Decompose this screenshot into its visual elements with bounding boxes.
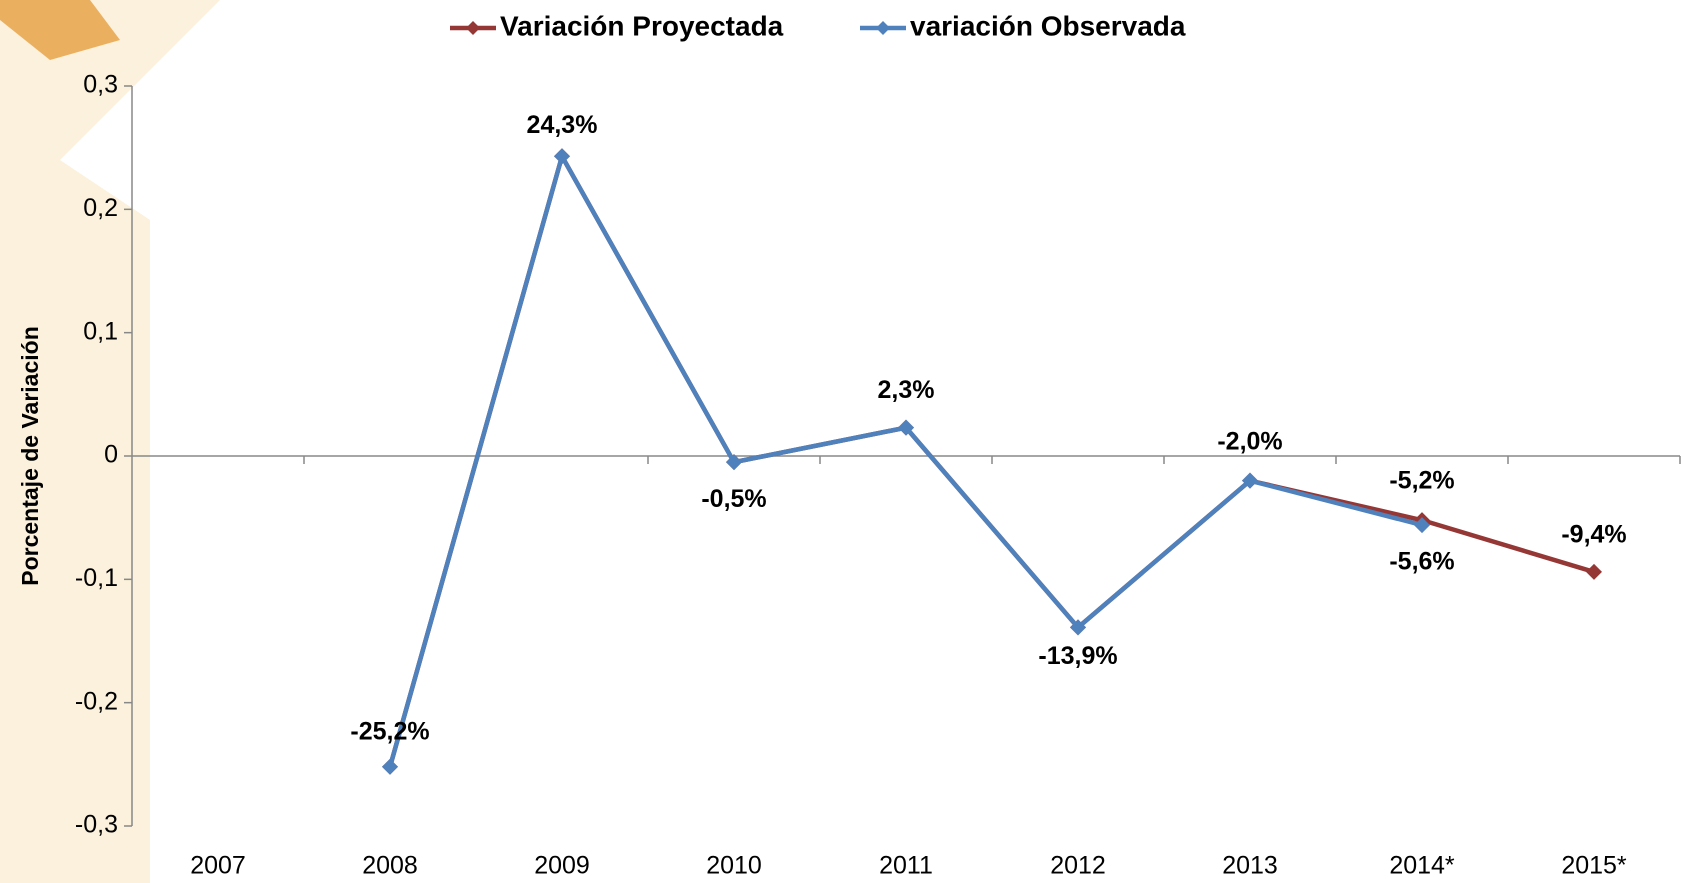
data-label: -9,4% xyxy=(1561,521,1626,549)
x-tick-label: 2008 xyxy=(362,852,418,880)
data-label: -5,6% xyxy=(1389,548,1454,576)
data-label: 24,3% xyxy=(527,111,598,139)
marker xyxy=(382,759,398,775)
y-axis-label: Porcentaje de Variación xyxy=(17,326,43,586)
y-tick-label: 0,1 xyxy=(83,317,118,345)
marker xyxy=(1586,564,1602,580)
data-label: -25,2% xyxy=(350,717,429,745)
y-tick-label: 0,2 xyxy=(83,194,118,222)
legend-marker xyxy=(466,21,480,35)
y-tick-label: -0,3 xyxy=(75,811,118,839)
x-tick-label: 2014* xyxy=(1389,852,1455,880)
x-tick-label: 2011 xyxy=(879,852,933,880)
data-label: -5,2% xyxy=(1389,467,1454,495)
chart: Porcentaje de Variación -0,3 -0,2 -0,1 0 0,1… xyxy=(0,0,1683,883)
data-label: -13,9% xyxy=(1038,642,1117,670)
series-line xyxy=(390,156,1422,767)
x-tick-label: 2009 xyxy=(534,852,590,880)
x-tick-label: 2013 xyxy=(1222,852,1278,880)
legend-label: Variación Proyectada xyxy=(500,10,784,41)
y-tick-label: -0,2 xyxy=(75,687,118,715)
data-label: -0,5% xyxy=(701,485,766,513)
x-tick-label: 2010 xyxy=(706,852,762,880)
x-tick-label: 2012 xyxy=(1050,852,1106,880)
y-tick-label: 0 xyxy=(104,441,118,469)
y-tick-label: -0,1 xyxy=(75,564,118,592)
x-tick-label: 2007 xyxy=(190,852,246,880)
y-tick-label: 0,3 xyxy=(83,71,118,99)
legend-marker xyxy=(876,21,890,35)
x-tick-label: 2015* xyxy=(1561,852,1627,880)
data-label: -2,0% xyxy=(1217,427,1282,455)
data-label: 2,3% xyxy=(878,376,935,404)
legend-label: variación Observada xyxy=(910,10,1186,41)
